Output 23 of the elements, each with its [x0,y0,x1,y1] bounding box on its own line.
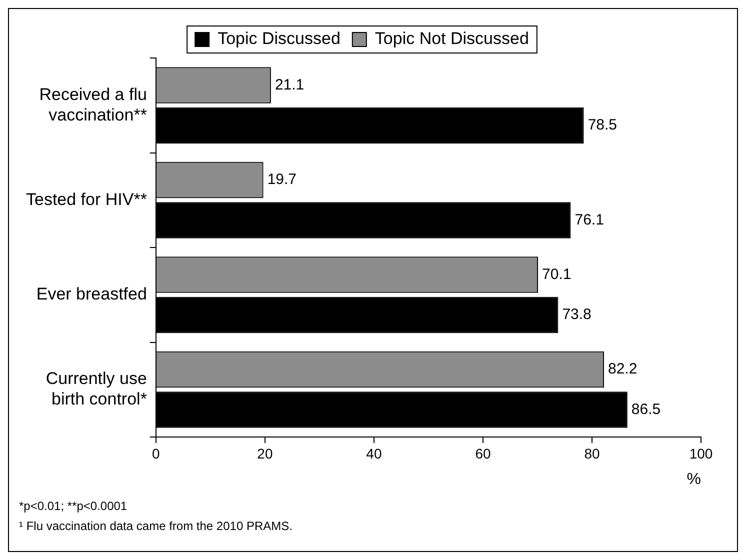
x-tick-label: 20 [257,445,273,462]
y-tick-label: Tested for HIV** [26,190,148,209]
y-tick-label: Currently use birth control* [46,369,148,409]
y-tick-label: Ever breastfed [36,284,147,304]
x-axis-title: % [686,470,701,488]
x-tick-label: 60 [475,445,491,462]
x-tick-label: 0 [152,445,160,462]
data-label: 73.8 [562,306,592,324]
legend-label: Topic Not Discussed [374,29,529,48]
data-label: 78.5 [588,116,618,134]
x-tick-label: 80 [584,445,600,462]
x-tick-label: 100 [689,445,713,462]
data-label: 86.5 [631,400,661,418]
legend-label: Topic Discussed [218,29,340,48]
text: ¹ Flu vaccination data came from the 2010 PRAMS. [19,519,294,533]
data-label: 76.1 [574,211,604,228]
x-tick-label: 40 [366,445,382,462]
data-label: 70.1 [542,266,572,283]
data-label: 82.2 [608,360,638,378]
data-label: 21.1 [274,76,304,94]
text: *p<0.01; **p<0.0001 [19,499,128,513]
y-tick-label: Received a flu vaccination** [39,84,148,124]
data-label: 19.7 [267,171,297,188]
